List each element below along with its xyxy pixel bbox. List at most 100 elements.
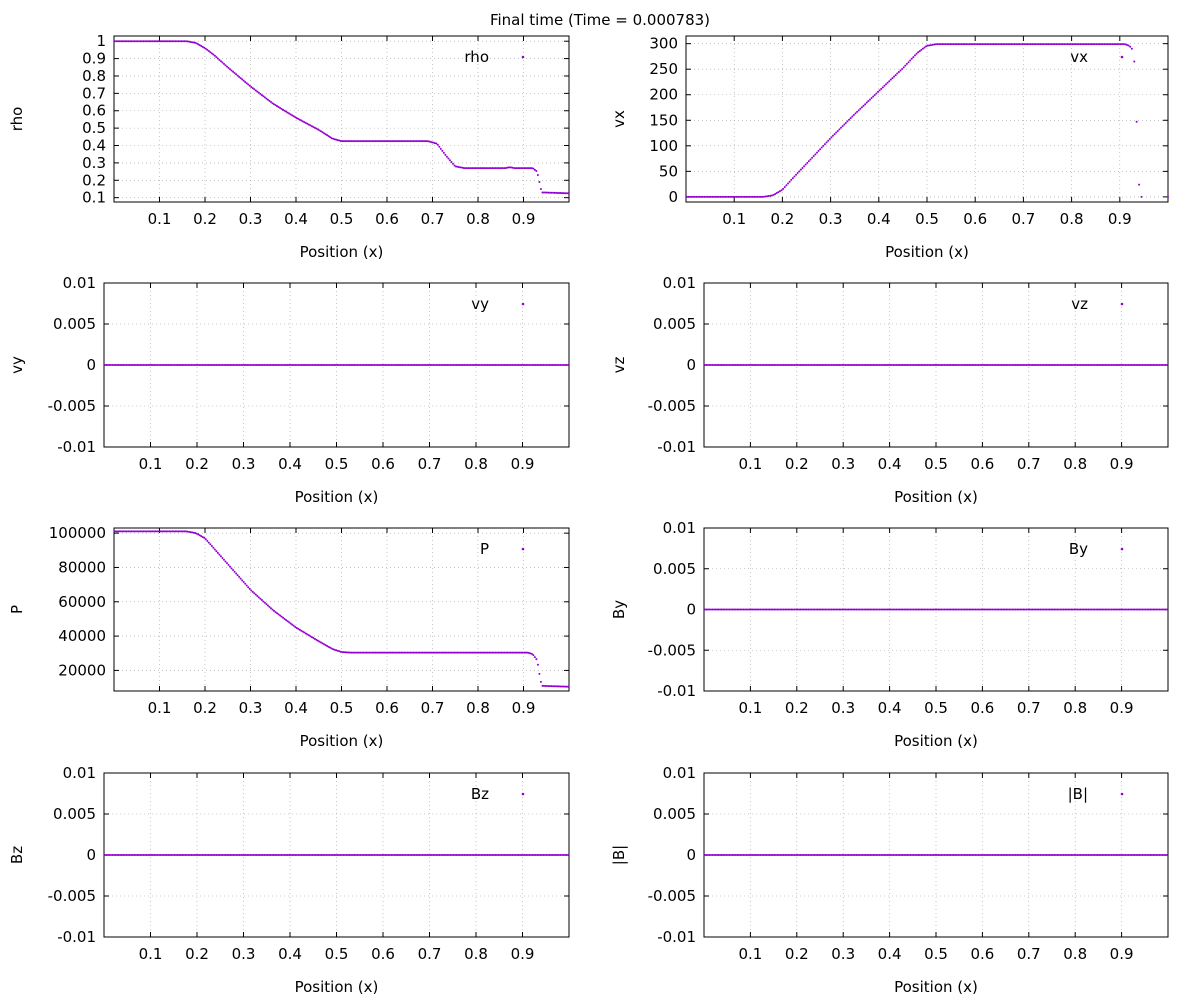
- data-point: [203, 536, 206, 539]
- data-point: [229, 565, 232, 568]
- data-point: [977, 364, 980, 366]
- data-point: [365, 854, 368, 856]
- data-point: [819, 148, 822, 151]
- data-point: [113, 854, 116, 856]
- data-point: [770, 194, 773, 197]
- data-point: [764, 854, 767, 856]
- data-point: [244, 80, 247, 83]
- data-point: [353, 854, 356, 856]
- data-point: [356, 140, 359, 143]
- data-point: [1025, 854, 1028, 856]
- data-point: [1146, 364, 1149, 366]
- y-tick-label: 0.01: [63, 764, 96, 782]
- data-point: [862, 104, 865, 107]
- data-point: [863, 854, 866, 856]
- data-point: [1088, 364, 1091, 366]
- data-point: [1068, 43, 1071, 46]
- x-tick-label: 0.1: [139, 945, 163, 963]
- data-point: [1147, 608, 1150, 611]
- data-point: [928, 608, 931, 611]
- data-point: [742, 854, 745, 856]
- data-point: [979, 43, 982, 46]
- data-point: [288, 364, 291, 366]
- data-point: [1039, 608, 1042, 611]
- x-tick-label: 0.9: [512, 210, 536, 228]
- data-point: [396, 364, 399, 366]
- data-point: [1047, 854, 1050, 856]
- data-point: [457, 364, 460, 366]
- data-point: [482, 651, 485, 654]
- data-point: [965, 854, 968, 856]
- data-point: [382, 651, 385, 654]
- data-point: [774, 854, 777, 856]
- data-point: [785, 854, 788, 856]
- data-point: [891, 77, 894, 80]
- data-point: [713, 364, 716, 366]
- data-point: [260, 854, 263, 856]
- data-point: [435, 651, 438, 654]
- data-point: [904, 608, 907, 611]
- data-point: [1116, 43, 1119, 46]
- data-point: [367, 364, 370, 366]
- data-point: [1158, 854, 1161, 856]
- data-point: [975, 854, 978, 856]
- data-point: [886, 854, 889, 856]
- data-point: [186, 40, 189, 43]
- data-point: [300, 854, 303, 856]
- data-point: [512, 651, 515, 654]
- data-point: [791, 608, 794, 611]
- data-point: [764, 608, 767, 611]
- y-tick-label: 0.01: [663, 519, 696, 537]
- data-point: [968, 43, 971, 46]
- data-point: [249, 854, 252, 856]
- data-point: [144, 364, 147, 366]
- data-point: [395, 651, 398, 654]
- data-point: [269, 854, 272, 856]
- data-point: [720, 854, 723, 856]
- data-point: [917, 51, 920, 54]
- data-point: [277, 364, 280, 366]
- data-point: [519, 854, 522, 856]
- data-point: [412, 364, 415, 366]
- data-point: [458, 854, 461, 856]
- data-point: [142, 854, 145, 856]
- data-point: [213, 364, 216, 366]
- data-point: [445, 155, 448, 158]
- data-point: [257, 854, 260, 856]
- data-point: [455, 165, 458, 168]
- data-point: [824, 608, 827, 611]
- data-point: [561, 364, 564, 366]
- data-point: [1126, 854, 1129, 856]
- data-point: [1096, 364, 1099, 366]
- data-point: [1070, 364, 1073, 366]
- data-point: [347, 364, 350, 366]
- data-point: [1085, 43, 1088, 46]
- data-point: [163, 40, 166, 43]
- x-tick-label: 0.3: [232, 945, 256, 963]
- data-point: [567, 685, 570, 688]
- data-point: [406, 651, 409, 654]
- data-point: [348, 651, 351, 654]
- data-point: [462, 651, 465, 654]
- data-point: [338, 139, 341, 142]
- data-point: [314, 364, 317, 366]
- data-point: [207, 364, 210, 366]
- data-point: [951, 854, 954, 856]
- data-point: [855, 364, 858, 366]
- data-point: [722, 854, 725, 856]
- data-point: [486, 364, 489, 366]
- data-point: [360, 651, 363, 654]
- data-point: [195, 42, 198, 45]
- data-point: [981, 43, 984, 46]
- data-point: [218, 854, 221, 856]
- data-point: [427, 364, 430, 366]
- data-point: [1022, 854, 1025, 856]
- data-point: [175, 40, 178, 43]
- data-point: [311, 854, 314, 856]
- data-point: [427, 854, 430, 856]
- data-point: [727, 195, 730, 198]
- data-point: [441, 854, 444, 856]
- data-point: [791, 177, 794, 180]
- data-point: [500, 854, 503, 856]
